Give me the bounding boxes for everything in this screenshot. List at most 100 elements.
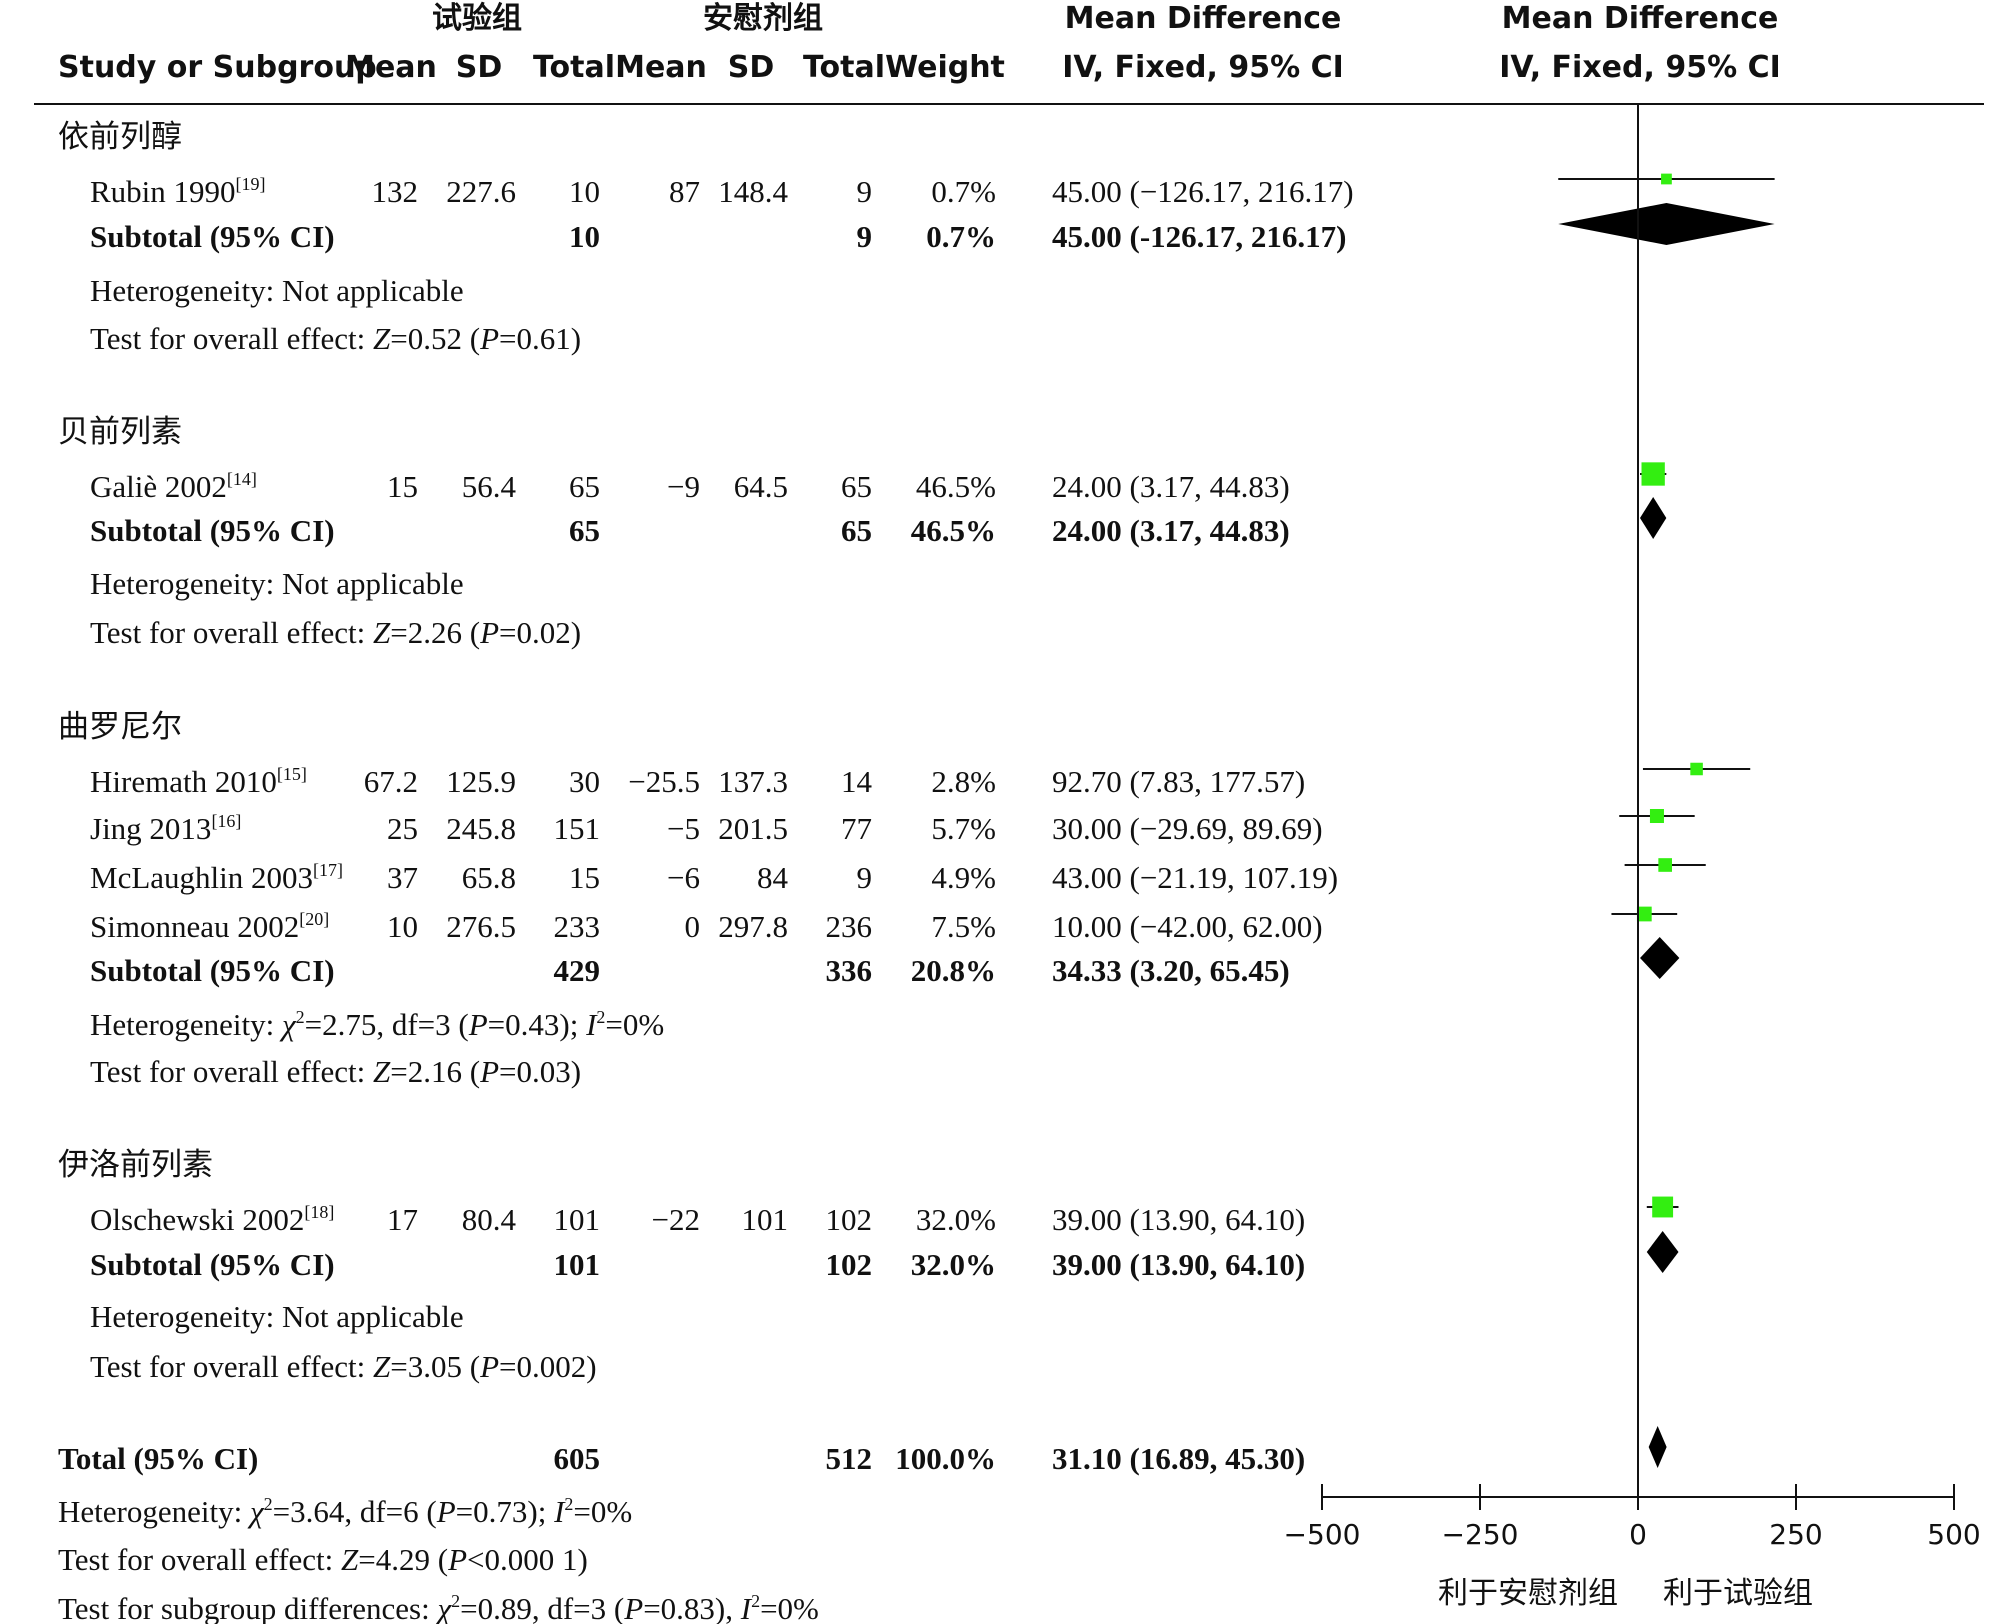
subtotal-exp-total: 101 (554, 1247, 601, 1282)
x-tick-label: −500 (1284, 1518, 1361, 1551)
subtotal-weight: 20.8% (911, 953, 996, 988)
study-label: Jing 2013 (90, 811, 211, 846)
exp-mean-cell: 132 (372, 174, 419, 209)
overall-effect-line: Test for overall effect: Z=2.16 (P=0.03) (90, 1054, 581, 1089)
i-square-exponent: 2 (596, 1007, 605, 1027)
subtotal-label: Subtotal (95% CI) (90, 1247, 335, 1282)
study-point-estimate (1661, 173, 1672, 185)
het-prefix: Heterogeneity: (58, 1494, 250, 1529)
study-reference: [20] (299, 909, 329, 929)
total-diamond (1648, 1426, 1667, 1468)
study-reference: [18] (304, 1202, 334, 1222)
ctrl-sd-header: SD (728, 50, 775, 85)
ctrl-total-cell: 14 (841, 764, 873, 799)
ctrl-total-cell: 9 (857, 860, 873, 895)
p-value: =0.002) (499, 1349, 597, 1384)
exp-mean-cell: 10 (387, 909, 418, 944)
subgroup-heading: 曲罗尼尔 (58, 709, 182, 745)
favours-experimental-label: 利于试验组 (1663, 1576, 1813, 1611)
exp-mean-cell: 67.2 (364, 764, 418, 799)
chi-square-exponent: 2 (296, 1007, 305, 1027)
weight-cell: 46.5% (916, 469, 996, 504)
overall-prefix: Test for overall effect: (90, 615, 373, 650)
study-point-estimate (1641, 462, 1665, 486)
i-symbol: I (553, 1494, 566, 1529)
exp-total-cell: 30 (569, 764, 600, 799)
effect-ci-cell: 39.00 (13.90, 64.10) (1052, 1202, 1305, 1237)
p-symbol: P (479, 615, 499, 650)
overall-effect-line: Test for overall effect: Z=0.52 (P=0.61) (90, 321, 581, 356)
ctrl-total-cell: 65 (841, 469, 872, 504)
overall-prefix: Test for overall effect: (90, 321, 373, 356)
study-name: Galiè 2002[14] (90, 469, 257, 504)
ctrl-mean-cell: 0 (685, 909, 701, 944)
experimental-group-header: 试验组 (432, 1, 522, 36)
exp-sd-header: SD (456, 50, 503, 85)
i-symbol: I (585, 1007, 598, 1042)
subtotal-weight: 46.5% (911, 513, 996, 548)
ctrl-sd-cell: 201.5 (718, 811, 788, 846)
ctrl-mean-header: Mean (615, 50, 707, 85)
study-point-estimate (1658, 858, 1673, 872)
total-ctrl-total: 512 (826, 1441, 873, 1476)
study-name: Simonneau 2002[20] (90, 909, 329, 944)
study-point-estimate (1649, 808, 1664, 824)
study-name: Olschewski 2002[18] (90, 1202, 334, 1237)
overall-prefix: Test for overall effect: (90, 1054, 373, 1089)
i-square-exponent: 2 (751, 1591, 760, 1611)
overall-effect-line: Test for overall effect: Z=2.26 (P=0.02) (90, 615, 581, 650)
x-tick-label: −250 (1442, 1518, 1519, 1551)
chi-symbol: χ (434, 1591, 452, 1624)
p-symbol: P (479, 1349, 499, 1384)
ctrl-total-cell: 102 (826, 1202, 873, 1237)
z-value: =3.05 ( (390, 1349, 480, 1384)
weight-header: Weight (885, 50, 1005, 85)
heterogeneity-line: Heterogeneity: Not applicable (90, 1299, 464, 1334)
exp-total-cell: 151 (554, 811, 601, 846)
total-weight: 100.0% (895, 1441, 996, 1476)
chi-symbol: χ (247, 1494, 265, 1529)
exp-total-cell: 10 (569, 174, 600, 209)
i-symbol: I (740, 1591, 753, 1624)
study-point-estimate (1690, 762, 1703, 776)
ctrl-sd-cell: 64.5 (734, 469, 788, 504)
p-value: =0.83), (643, 1591, 741, 1624)
subtotal-diamond (1640, 937, 1680, 979)
p-value: =0.73); (456, 1494, 554, 1529)
exp-total-cell: 101 (554, 1202, 601, 1237)
ctrl-mean-cell: 87 (669, 174, 700, 209)
chi-value: =2.75, df=3 ( (305, 1007, 469, 1042)
study-name: Rubin 1990[19] (90, 174, 266, 209)
subtotal-effect-ci: 39.00 (13.90, 64.10) (1052, 1247, 1305, 1282)
subtotal-ctrl-total: 9 (857, 219, 873, 254)
subtotal-effect-ci: 45.00 (-126.17, 216.17) (1052, 219, 1346, 254)
ctrl-mean-cell: −5 (667, 811, 700, 846)
z-value: =0.52 ( (390, 321, 480, 356)
subtotal-weight: 32.0% (911, 1247, 996, 1282)
effect-ci-cell: 45.00 (−126.17, 216.17) (1052, 174, 1354, 209)
exp-sd-cell: 56.4 (462, 469, 517, 504)
study-reference: [19] (236, 174, 266, 194)
ctrl-sd-cell: 84 (757, 860, 789, 895)
p-symbol: P (623, 1591, 643, 1624)
exp-mean-cell: 15 (387, 469, 418, 504)
subtotal-diamond (1558, 203, 1775, 245)
het-prefix: Test for subgroup differences: (58, 1591, 437, 1624)
study-label: Rubin 1990 (90, 174, 236, 209)
study-label: McLaughlin 2003 (90, 860, 313, 895)
weight-cell: 5.7% (931, 811, 996, 846)
weight-cell: 0.7% (931, 174, 996, 209)
exp-sd-cell: 276.5 (446, 909, 516, 944)
subtotal-ctrl-total: 65 (841, 513, 872, 548)
placebo-group-header: 安慰剂组 (703, 1, 823, 36)
study-reference: [14] (227, 469, 257, 489)
plot-column-title: Mean Difference (1502, 1, 1779, 36)
subtotal-exp-total: 10 (569, 219, 600, 254)
subtotal-ctrl-total: 336 (826, 953, 873, 988)
subtotal-exp-total: 429 (554, 953, 601, 988)
exp-total-cell: 233 (554, 909, 601, 944)
ctrl-mean-cell: −22 (652, 1202, 700, 1237)
exp-mean-cell: 17 (387, 1202, 418, 1237)
heterogeneity-line: Heterogeneity: Not applicable (90, 566, 464, 601)
